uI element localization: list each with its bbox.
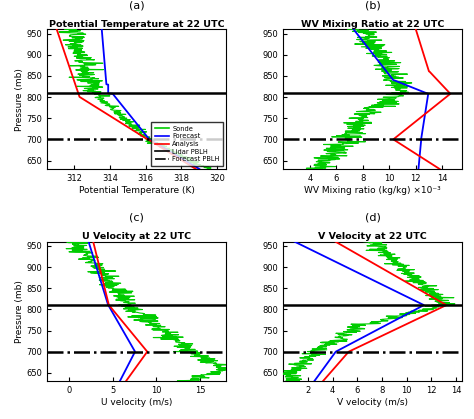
Title: Potential Temperature at 22 UTC: Potential Temperature at 22 UTC	[49, 20, 225, 28]
Title: V Velocity at 22 UTC: V Velocity at 22 UTC	[319, 232, 427, 241]
Text: (c): (c)	[129, 213, 144, 223]
Legend: Sonde, Forecast, Analysis, Lidar PBLH, Forecast PBLH: Sonde, Forecast, Analysis, Lidar PBLH, F…	[152, 122, 223, 166]
Text: (b): (b)	[365, 0, 381, 10]
Y-axis label: Pressure (mb): Pressure (mb)	[15, 280, 24, 343]
Title: U Velocity at 22 UTC: U Velocity at 22 UTC	[82, 232, 191, 241]
Text: (a): (a)	[129, 0, 145, 10]
X-axis label: V velocity (m/s): V velocity (m/s)	[337, 398, 408, 407]
Title: WV Mixing Ratio at 22 UTC: WV Mixing Ratio at 22 UTC	[301, 20, 445, 28]
X-axis label: WV Mixing ratio (kg/kg) ×10⁻³: WV Mixing ratio (kg/kg) ×10⁻³	[304, 186, 441, 195]
X-axis label: Potential Temperature (K): Potential Temperature (K)	[79, 186, 195, 195]
X-axis label: U velocity (m/s): U velocity (m/s)	[101, 398, 173, 407]
Text: (d): (d)	[365, 213, 381, 223]
Y-axis label: Pressure (mb): Pressure (mb)	[15, 68, 24, 131]
